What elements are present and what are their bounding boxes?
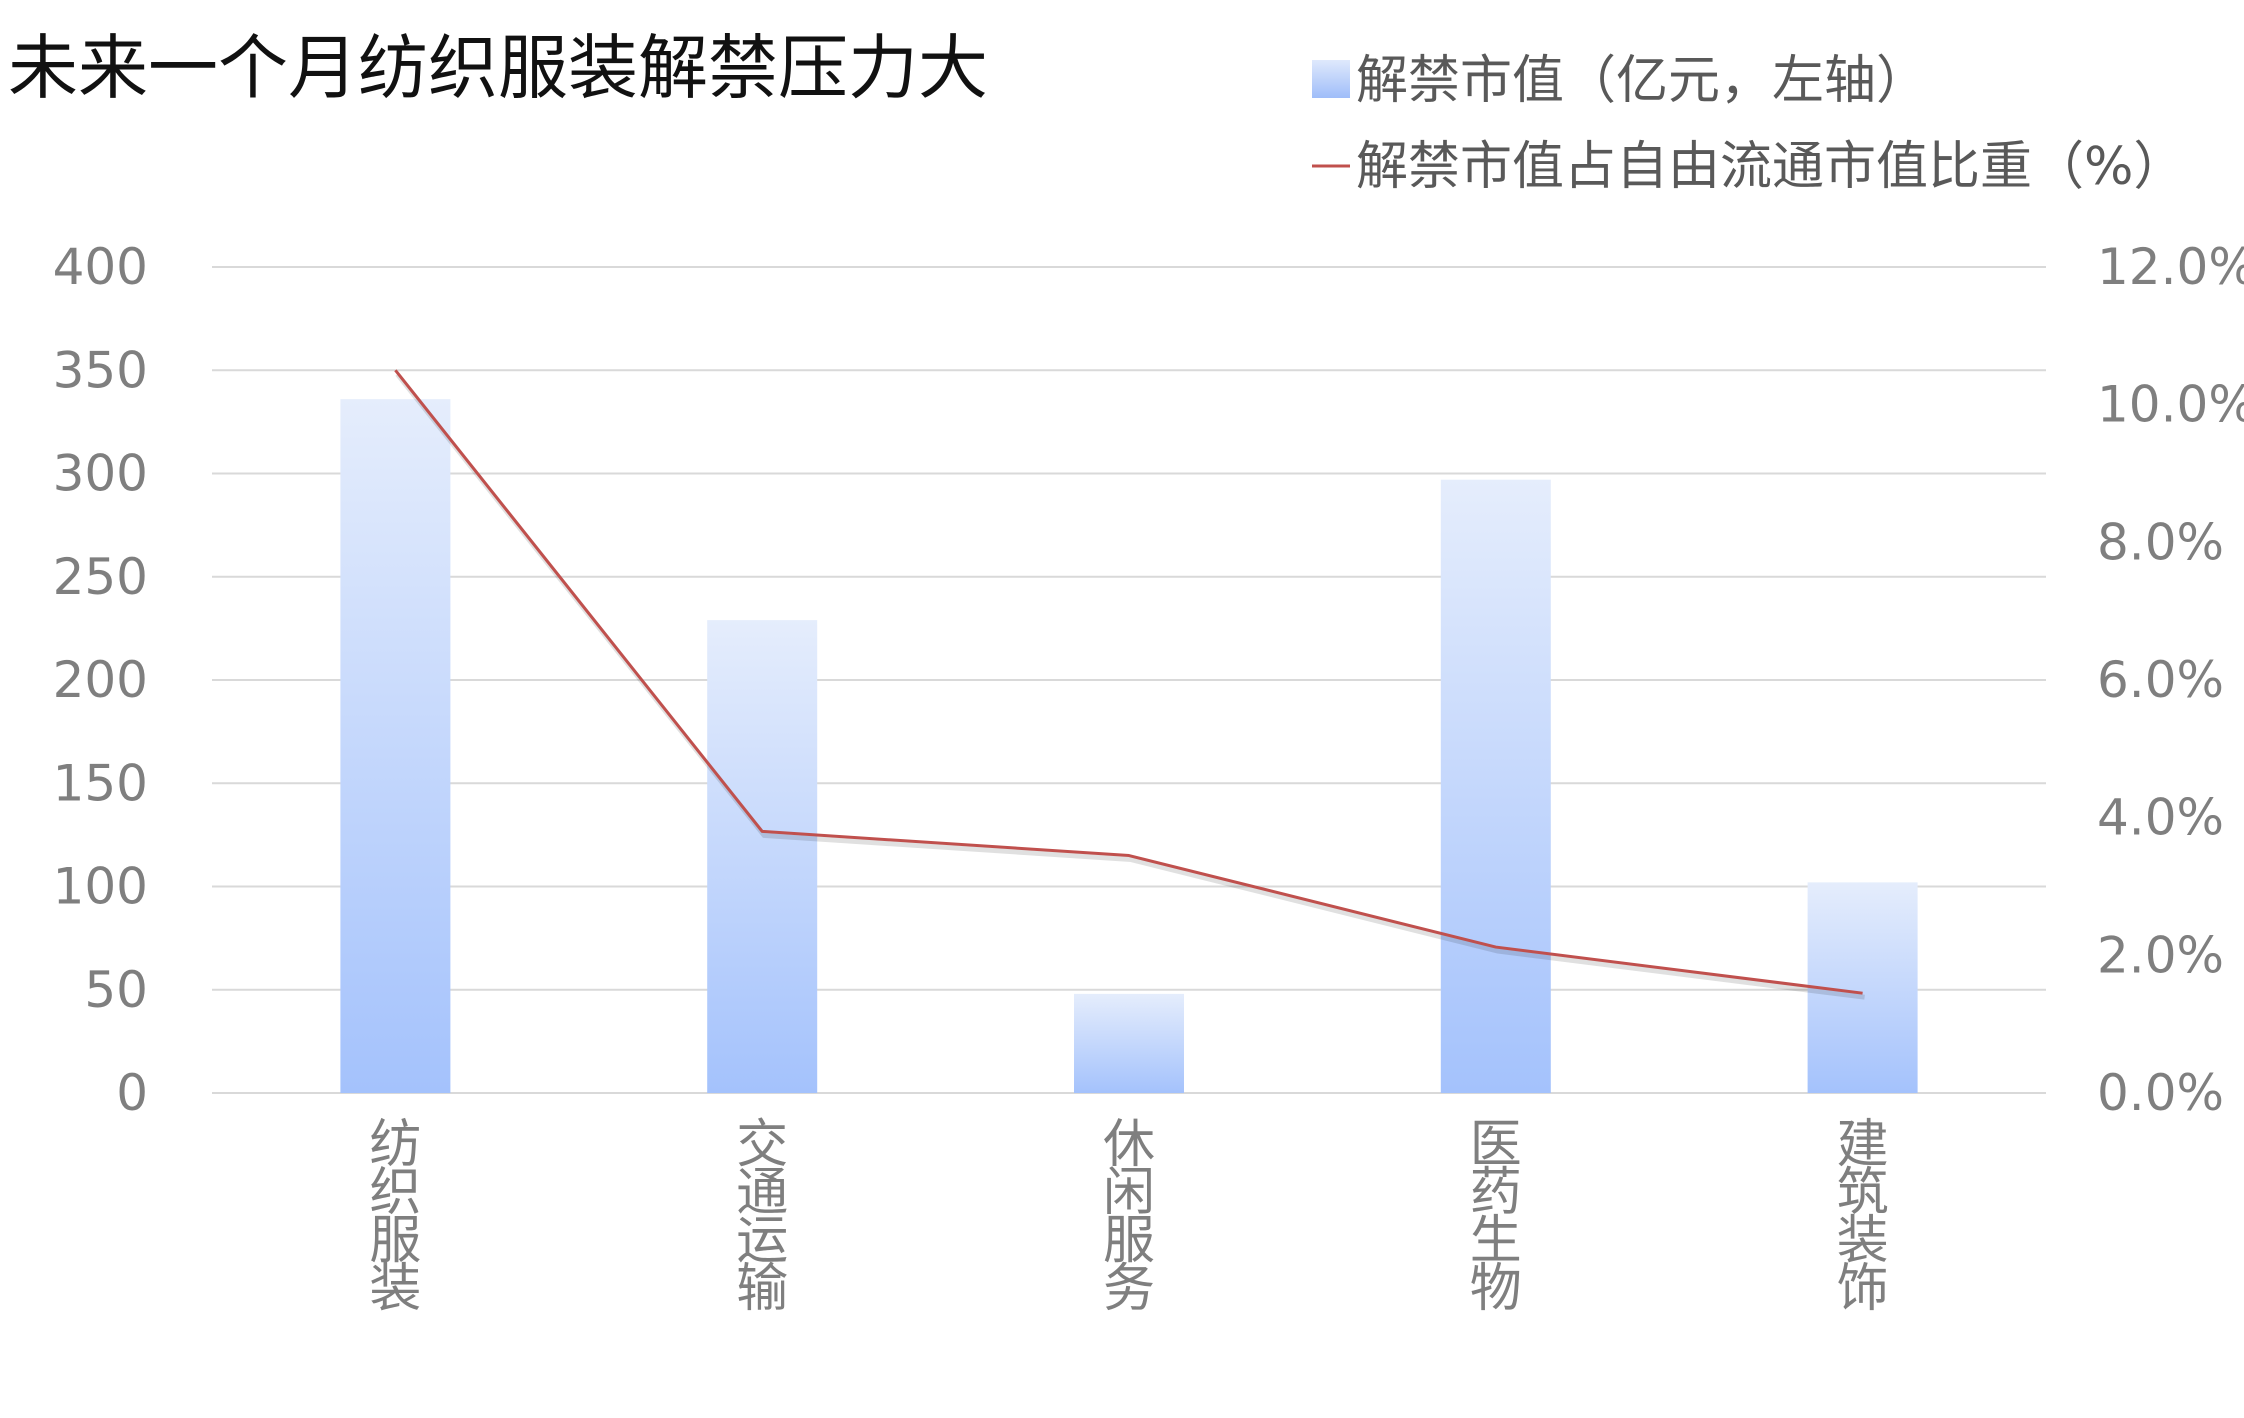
right-axis: 0.0% 2.0% 4.0% 6.0% 8.0% 10.0% 12.0% (2097, 238, 2244, 1122)
left-axis: 0 50 100 150 200 250 300 350 400 (53, 238, 148, 1122)
left-axis-tick-label: 150 (53, 754, 148, 812)
right-axis-tick-label: 10.0% (2097, 376, 2244, 434)
right-axis-tick-label: 0.0% (2097, 1064, 2224, 1122)
line-series (394, 369, 1865, 1000)
category-label: 纺织服装 (369, 1115, 421, 1319)
gridlines (212, 266, 2046, 1094)
legend: 解禁市值（亿元，左轴） 解禁市值占自由流通市值比重（%） (1312, 51, 2185, 197)
left-axis-tick-label: 350 (53, 341, 148, 399)
series-line (394, 369, 1863, 995)
left-axis-tick-label: 50 (84, 961, 148, 1019)
left-axis-tick-label: 250 (53, 548, 148, 606)
bar (1074, 993, 1184, 1093)
left-axis-tick-label: 0 (116, 1064, 148, 1122)
legend-line-label: 解禁市值占自由流通市值比重（%） (1356, 137, 2185, 197)
category-label: 建筑装饰 (1837, 1115, 1889, 1319)
left-axis-tick-label: 100 (53, 858, 148, 916)
bar-series (340, 399, 1918, 1093)
bar (340, 399, 451, 1093)
right-axis-tick-label: 2.0% (2097, 926, 2224, 984)
chart-title: 未来一个月纺织服装解禁压力大 (8, 27, 988, 109)
category-label: 休闲服务 (1103, 1115, 1155, 1319)
legend-bar-swatch (1312, 60, 1350, 98)
category-label: 医药生物 (1470, 1115, 1522, 1319)
line-shadow (395, 372, 1865, 1000)
right-axis-tick-label: 4.0% (2097, 789, 2224, 847)
right-axis-tick-label: 6.0% (2097, 651, 2224, 709)
bar (707, 620, 818, 1093)
left-axis-tick-label: 200 (53, 651, 148, 709)
category-labels: 纺织服装 交通运输 休闲服务 医药生物 建筑装饰 (369, 1115, 1888, 1319)
bar (1440, 479, 1551, 1093)
left-axis-tick-label: 300 (53, 445, 148, 503)
right-axis-tick-label: 8.0% (2097, 513, 2224, 571)
category-label: 交通运输 (736, 1115, 788, 1319)
right-axis-tick-label: 12.0% (2097, 238, 2244, 296)
legend-bar-label: 解禁市值（亿元，左轴） (1356, 51, 1928, 111)
left-axis-tick-label: 400 (53, 238, 148, 296)
